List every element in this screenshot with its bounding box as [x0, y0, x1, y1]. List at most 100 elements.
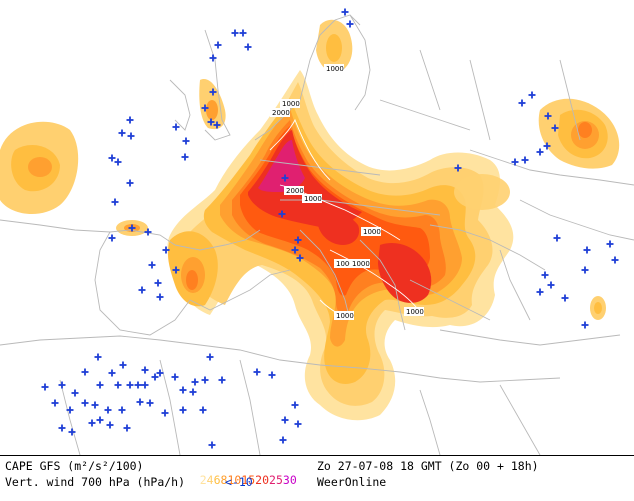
scale-value: 20: [255, 473, 270, 487]
plus-marker: [268, 371, 276, 379]
plus-marker: [536, 288, 544, 296]
plus-marker: [144, 228, 152, 236]
plus-marker: [141, 366, 149, 374]
plus-marker: [341, 8, 349, 16]
plus-marker: [544, 112, 552, 120]
plus-marker: [209, 88, 217, 96]
plus-marker: [454, 164, 462, 172]
plus-marker: [58, 381, 66, 389]
plus-marker: [518, 99, 526, 107]
plus-marker: [114, 381, 122, 389]
plus-marker: [108, 154, 116, 162]
plus-marker: [94, 353, 102, 361]
plus-marker: [551, 124, 559, 132]
plus-marker: [96, 416, 104, 424]
plus-marker: [151, 373, 159, 381]
plus-marker: [161, 409, 169, 417]
plus-marker: [106, 421, 114, 429]
plus-marker: [253, 368, 261, 376]
scale-value: 2: [199, 473, 207, 487]
plus-marker: [146, 399, 154, 407]
plus-marker: [118, 406, 126, 414]
plus-marker: [294, 420, 302, 428]
plus-marker: [208, 441, 216, 449]
contour-label: 1000: [361, 227, 381, 236]
contour-label: 1000: [302, 194, 322, 203]
cape-field: [0, 19, 620, 421]
scale-value: 30: [282, 473, 297, 487]
plus-marker: [108, 369, 116, 377]
contour-label: 2000: [284, 186, 304, 195]
plus-marker: [179, 386, 187, 394]
scale-value: 15: [241, 473, 256, 487]
plus-marker: [179, 406, 187, 414]
plus-marker: [68, 428, 76, 436]
plus-marker: [553, 234, 561, 242]
plus-marker: [279, 436, 287, 444]
plus-marker: [114, 158, 122, 166]
plus-marker: [201, 376, 209, 384]
plus-marker: [88, 419, 96, 427]
plus-marker: [581, 321, 589, 329]
plus-marker: [171, 373, 179, 381]
plus-marker: [66, 406, 74, 414]
plus-marker: [81, 399, 89, 407]
plus-marker: [156, 293, 164, 301]
plus-marker: [154, 279, 162, 287]
svg-text:1000: 1000: [363, 228, 381, 236]
plus-marker: [136, 398, 144, 406]
plus-marker: [547, 281, 555, 289]
plus-marker: [209, 54, 217, 62]
plus-marker: [296, 254, 304, 262]
plus-marker: [191, 378, 199, 386]
plus-marker: [141, 381, 149, 389]
svg-text:1000: 1000: [352, 260, 370, 268]
svg-text:1000: 1000: [336, 260, 354, 268]
plus-marker: [291, 401, 299, 409]
plus-marker: [561, 294, 569, 302]
borders: [0, 14, 634, 455]
plus-marker: [81, 368, 89, 376]
contour-label: 1000: [350, 259, 370, 268]
vertical-wind-label: Vert. wind 700 hPa (hPa/h): [5, 475, 186, 489]
plus-marker: [108, 234, 116, 242]
plus-marker: [218, 376, 226, 384]
plus-marker: [118, 129, 126, 137]
plus-marker: [231, 29, 239, 37]
scale-value: 8: [220, 473, 228, 487]
svg-text:1000: 1000: [304, 195, 322, 203]
plus-marker: [581, 266, 589, 274]
plus-marker: [41, 383, 49, 391]
contour-label: 1000: [334, 311, 354, 320]
plus-marker: [536, 148, 544, 156]
vertical-wind-markers: [41, 8, 619, 449]
brand-label: WeerOnline: [317, 475, 387, 489]
plus-marker: [96, 381, 104, 389]
plus-marker: [127, 132, 135, 140]
plus-marker: [104, 406, 112, 414]
legend-title: CAPE GFS (m²/s²/100): [5, 459, 144, 473]
plus-marker: [583, 246, 591, 254]
weather-map: 1000 1000 2000 2000 1000 1000 1000 1000 …: [0, 8, 634, 455]
contour-labels: 1000 1000 2000 2000 1000 1000 1000 1000 …: [270, 64, 424, 320]
contour-label: 1000: [280, 99, 300, 108]
svg-text:1000: 1000: [282, 100, 300, 108]
plus-marker: [281, 416, 289, 424]
plus-marker: [123, 424, 131, 432]
cape-scale: 24681015202530: [172, 459, 297, 501]
plus-marker: [291, 246, 299, 254]
plus-marker: [119, 361, 127, 369]
plus-marker: [126, 381, 134, 389]
plus-marker: [51, 399, 59, 407]
scale-value: 4: [206, 473, 214, 487]
scale-value: 25: [269, 473, 283, 487]
plus-marker: [294, 236, 302, 244]
plus-marker: [172, 266, 180, 274]
plus-marker: [521, 156, 529, 164]
plus-marker: [182, 137, 190, 145]
contour-label: 2000: [270, 108, 290, 117]
plus-marker: [207, 118, 215, 126]
plus-marker: [214, 41, 222, 49]
plus-marker: [528, 91, 536, 99]
plus-marker: [511, 158, 519, 166]
